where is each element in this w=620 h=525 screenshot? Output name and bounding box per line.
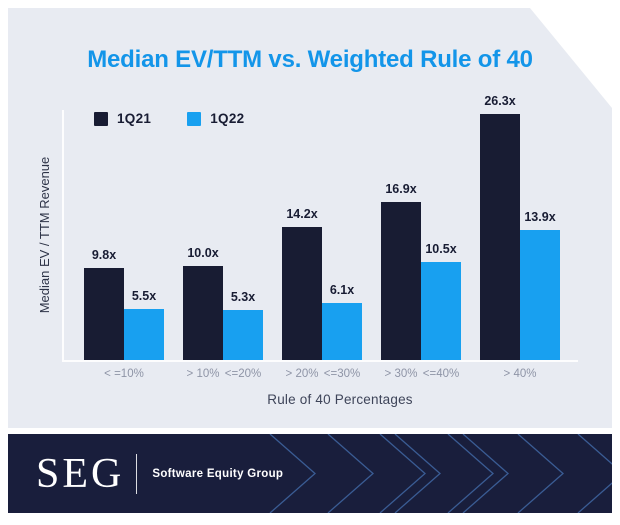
seg-logo: SEG xyxy=(36,450,125,497)
bar-1q22-group4 xyxy=(421,262,461,360)
bar-1q22-group5 xyxy=(520,230,560,360)
x-tick-label: <=20% xyxy=(224,368,262,380)
x-tick-label: > 30% xyxy=(384,368,418,380)
bar-value-label: 9.8x xyxy=(91,248,117,262)
legend-item-1q22: 1Q22 xyxy=(187,111,244,126)
chart-card: Median EV/TTM vs. Weighted Rule of 40 1Q… xyxy=(8,8,612,428)
bar-value-label: 13.9x xyxy=(524,210,556,224)
bar-1q22-group2 xyxy=(223,310,263,360)
chevron-pattern-icon xyxy=(269,434,612,513)
bar-value-label: 26.3x xyxy=(484,94,516,108)
bar-value-label: 6.1x xyxy=(329,283,355,297)
bar-value-label: 5.3x xyxy=(230,290,256,304)
chevron-icon xyxy=(447,434,494,513)
bar-1q21-group2 xyxy=(183,266,223,360)
bar-1q21-group4 xyxy=(381,202,421,360)
legend: 1Q21 1Q22 xyxy=(94,111,244,126)
bar-value-label: 16.9x xyxy=(385,182,417,196)
x-tick-label: <=30% xyxy=(323,368,361,380)
legend-label-1q22: 1Q22 xyxy=(210,111,245,126)
y-axis-line xyxy=(62,110,64,360)
x-axis-title: Rule of 40 Percentages xyxy=(267,392,413,407)
bar-1q21-group5 xyxy=(480,114,520,360)
x-tick-label: < =10% xyxy=(104,368,144,380)
bar-1q22-group3 xyxy=(322,303,362,360)
legend-label-1q21: 1Q21 xyxy=(117,111,152,126)
bar-1q21-group3 xyxy=(282,227,322,360)
x-tick-label: > 10% xyxy=(186,368,220,380)
footer-banner: SEG Software Equity Group xyxy=(8,434,612,513)
bar-value-label: 14.2x xyxy=(286,207,318,221)
legend-item-1q21: 1Q21 xyxy=(94,111,151,126)
chevron-icon xyxy=(327,434,374,513)
bar-1q22-group1 xyxy=(124,309,164,360)
chevron-icon xyxy=(577,434,612,513)
x-tick-label: > 20% xyxy=(285,368,319,380)
logo-separator xyxy=(136,453,138,494)
x-tick-label: <=40% xyxy=(422,368,460,380)
legend-swatch-1q21 xyxy=(94,111,108,126)
chevron-icon xyxy=(379,434,426,513)
bar-value-label: 10.0x xyxy=(187,246,219,260)
chevron-icon xyxy=(462,434,509,513)
x-axis-line xyxy=(62,360,578,362)
chart-title: Median EV/TTM vs. Weighted Rule of 40 xyxy=(87,46,533,73)
chevron-icon xyxy=(394,434,441,513)
chevron-icon xyxy=(517,434,564,513)
brand-lockup: SEG Software Equity Group xyxy=(8,434,283,513)
chevron-icon xyxy=(269,434,316,513)
y-axis-label: Median EV / TTM Revenue xyxy=(37,156,52,314)
legend-swatch-1q22 xyxy=(187,111,202,126)
bar-1q21-group1 xyxy=(84,268,124,360)
company-name: Software Equity Group xyxy=(152,467,284,480)
x-tick-label: > 40% xyxy=(503,368,537,380)
bar-value-label: 10.5x xyxy=(425,242,457,256)
bar-value-label: 5.5x xyxy=(131,289,157,303)
